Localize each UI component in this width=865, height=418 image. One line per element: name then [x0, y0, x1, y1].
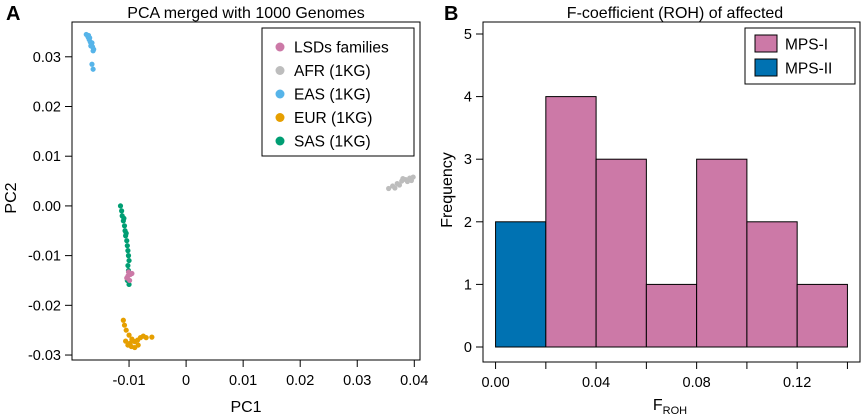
pca-point-afr-1kg	[392, 185, 398, 191]
froh-axes: 0.00 0.04 0.08 0.12 0 1 2 3 4 5	[464, 21, 861, 391]
pca-axes: -0.01 0 0.01 0.02 0.03 0.04 -0.03 -0.02 -0.01 0.0…	[28, 21, 428, 389]
pca-point-sas-1kg	[126, 281, 132, 288]
froh-legend-swatch	[754, 58, 778, 77]
pca-x-tick-label: 0.02	[286, 373, 314, 389]
pca-y-tick-label: 0.02	[33, 100, 61, 116]
froh-y-tick-label: 3	[464, 152, 472, 168]
pca-point-sas-1kg	[117, 203, 124, 209]
pca-point-sas-1kg	[121, 223, 128, 229]
pca-legend-label: EAS (1KG)	[294, 87, 371, 104]
pca-y-tick-label: -0.01	[28, 249, 61, 265]
pca-point-afr-1kg	[386, 185, 392, 192]
pca-point-eur-1kg	[123, 338, 129, 344]
pca-legend: LSDs families AFR (1KG) EAS (1KG) EUR (1KG)…	[261, 27, 415, 157]
froh-x-tick-label: 0.04	[582, 375, 610, 391]
pca-title: PCA merged with 1000 Genomes	[127, 5, 364, 22]
pca-legend-swatch	[275, 42, 285, 52]
froh-x-axis-title-main: F	[653, 397, 663, 414]
froh-legend-label: MPS-I	[785, 37, 828, 54]
pca-y-tick-label: -0.02	[28, 298, 61, 314]
pca-point-sas-1kg	[126, 257, 132, 264]
pca-y-tick-label: 0.01	[33, 149, 61, 165]
pca-legend-swatch	[275, 113, 285, 122]
froh-bar-mps-i	[796, 283, 848, 348]
pca-point-eas-1kg	[85, 32, 92, 39]
pca-y-axis-title: PC2	[3, 182, 20, 213]
froh-legend-swatch	[754, 34, 778, 53]
pca-point-sas-1kg	[124, 238, 130, 244]
pca-point-eur-1kg	[149, 334, 155, 340]
froh-legend-label: MPS-II	[785, 61, 832, 78]
pca-point-afr-1kg	[396, 182, 403, 188]
pca-legend-swatch	[275, 136, 285, 146]
froh-bar-mps-i	[746, 221, 798, 348]
pca-x-axis-title: PC1	[230, 399, 261, 416]
froh-x-axis-title: FROH	[653, 397, 687, 417]
pca-point-eas-1kg	[89, 61, 95, 67]
froh-x-axis-title-subscript: ROH	[663, 405, 688, 417]
pca-point-sas-1kg	[125, 253, 132, 259]
pca-point-sas-1kg	[125, 262, 131, 269]
froh-bar-mps-i	[696, 158, 748, 348]
pca-y-tick-label: 0.00	[33, 199, 61, 215]
pca-legend-swatch	[275, 89, 285, 99]
pca-point-eas-1kg	[88, 43, 94, 49]
pca-legend-label: AFR (1KG)	[294, 63, 371, 80]
pca-point-eur-1kg	[127, 340, 133, 346]
pca-point-afr-1kg	[404, 178, 411, 185]
pca-legend-label: LSDs families	[294, 40, 389, 57]
pca-point-eur-1kg	[123, 327, 129, 333]
pca-legend-swatch	[275, 66, 285, 75]
pca-point-eas-1kg	[90, 66, 96, 72]
pca-point-lsds-families	[125, 269, 132, 275]
froh-bar-mps-ii	[495, 221, 547, 348]
pca-legend-label: EUR (1KG)	[294, 110, 372, 127]
froh-bar-mps-i	[645, 283, 698, 348]
pca-point-lsds-families	[127, 277, 133, 284]
pca-plot-frame	[71, 21, 421, 361]
froh-x-tick-label: 0.08	[683, 375, 711, 391]
pca-legend-label: SAS (1KG)	[294, 134, 371, 151]
pca-point-sas-1kg	[119, 208, 125, 214]
froh-y-tick-label: 4	[464, 90, 472, 106]
froh-y-tick-label: 0	[464, 340, 472, 356]
froh-plot-frame	[482, 21, 861, 363]
pca-point-sas-1kg	[121, 215, 127, 221]
froh-title: F-coefficient (ROH) of affected	[567, 5, 783, 22]
pca-y-tick-label: 0.03	[33, 50, 61, 66]
pca-point-afr-1kg	[408, 177, 415, 184]
froh-bar-mps-i	[595, 158, 647, 348]
pca-point-afr-1kg	[400, 175, 406, 182]
panel-a-letter: A	[6, 3, 20, 25]
pca-point-sas-1kg	[123, 230, 129, 236]
froh-y-axis-title: Frequency	[439, 152, 456, 228]
pca-x-tick-label: 0.01	[229, 373, 257, 389]
pca-legend-box	[261, 27, 415, 157]
pca-point-sas-1kg	[124, 243, 130, 249]
pca-point-eas-1kg	[90, 48, 96, 54]
pca-point-eur-1kg	[121, 322, 128, 328]
froh-y-tick-label: 2	[464, 215, 472, 231]
pca-x-tick-label: -0.01	[113, 373, 146, 389]
pca-points	[83, 31, 416, 351]
froh-y-tick-label: 1	[464, 277, 472, 293]
pca-point-eur-1kg	[120, 317, 126, 323]
froh-x-tick-label: 0.12	[783, 375, 811, 391]
froh-legend: MPS-I MPS-II	[744, 27, 856, 85]
froh-y-tick-label: 5	[464, 27, 472, 43]
froh-bars	[495, 96, 848, 348]
pca-y-tick-label: -0.03	[28, 348, 61, 364]
froh-x-tick-label: 0.00	[481, 375, 509, 391]
pca-x-tick-label: 0	[182, 373, 190, 389]
panel-b-letter: B	[444, 3, 458, 25]
pca-point-eur-1kg	[143, 335, 149, 341]
pca-x-tick-label: 0.03	[343, 373, 371, 389]
froh-bar-mps-i	[545, 96, 597, 348]
pca-x-tick-label: 0.04	[400, 373, 428, 389]
pca-point-eur-1kg	[135, 342, 141, 348]
pca-point-eur-1kg	[126, 332, 132, 338]
pca-point-sas-1kg	[125, 248, 131, 254]
